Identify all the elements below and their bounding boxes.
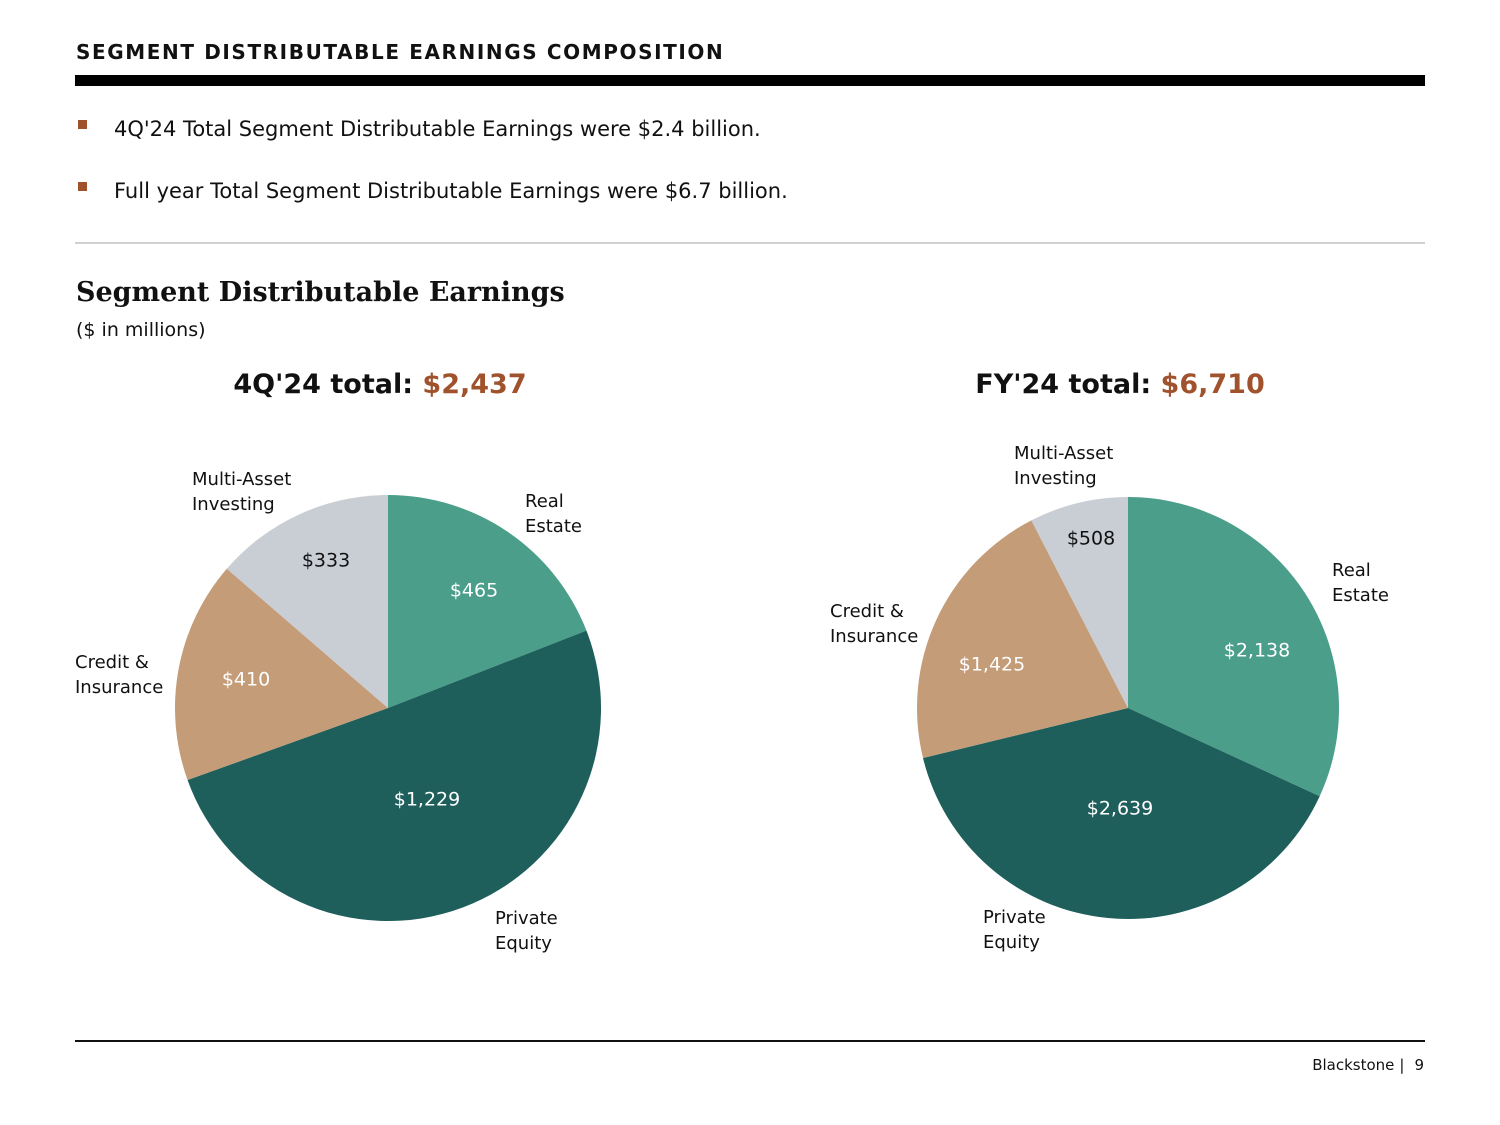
square-bullet-icon — [78, 182, 87, 191]
footer: Blackstone | 9 — [1312, 1056, 1424, 1074]
chart-fy-value-label-real-estate: $2,138 — [1224, 640, 1290, 662]
chart-4q-value-label-credit-insurance: $410 — [222, 669, 270, 691]
bullet-item: Full year Total Segment Distributable Ea… — [78, 177, 1418, 205]
chart-4q-total-value: $2,437 — [422, 369, 527, 400]
footer-divider — [75, 1040, 1425, 1042]
footer-separator: | — [1399, 1056, 1405, 1074]
chart-fy-value-label-private-equity: $2,639 — [1087, 798, 1153, 820]
chart-fy-slice-private-equity — [923, 708, 1320, 920]
page-header-title: SEGMENT DISTRIBUTABLE EARNINGS COMPOSITI… — [76, 40, 725, 64]
chart-4q-heading: 4Q'24 total: $2,437 — [233, 369, 526, 400]
footer-brand: Blackstone — [1312, 1056, 1395, 1074]
chart-fy-category-label-credit-insurance: Credit & Insurance — [830, 601, 918, 647]
square-bullet-icon — [78, 120, 87, 129]
chart-fy-slice-multi-asset — [1031, 497, 1128, 708]
chart-4q-slice-real-estate — [388, 495, 587, 708]
page-number: 9 — [1414, 1056, 1424, 1074]
bullet-item: 4Q'24 Total Segment Distributable Earnin… — [78, 115, 1418, 143]
chart-4q-category-label-private-equity: Private Equity — [495, 908, 558, 954]
section-subtitle: ($ in millions) — [76, 319, 206, 341]
chart-fy-heading: FY'24 total: $6,710 — [975, 369, 1264, 400]
chart-fy-category-label-real-estate: Real Estate — [1332, 560, 1389, 606]
chart-4q-slice-private-equity — [187, 630, 602, 922]
chart-fy-category-label-multi-asset: Multi-Asset Investing — [1014, 443, 1113, 489]
chart-4q-category-label-credit-insurance: Credit & Insurance — [75, 652, 163, 698]
bullet-text: 4Q'24 Total Segment Distributable Earnin… — [114, 117, 761, 141]
chart-4q-value-label-private-equity: $1,229 — [394, 789, 460, 811]
chart-4q-slice-credit-insurance — [175, 568, 388, 780]
chart-4q-slice-multi-asset — [226, 495, 388, 708]
chart-fy-category-label-private-equity: Private Equity — [983, 907, 1046, 953]
chart-fy-value-label-credit-insurance: $1,425 — [959, 654, 1025, 676]
chart-fy-slice-real-estate — [1128, 497, 1340, 797]
chart-4q-title-label: 4Q'24 total: — [233, 369, 414, 400]
section-title: Segment Distributable Earnings — [76, 277, 565, 308]
bullet-text: Full year Total Segment Distributable Ea… — [114, 179, 788, 203]
chart-4q-category-label-multi-asset: Multi-Asset Investing — [192, 469, 291, 515]
chart-4q-category-label-real-estate: Real Estate — [525, 491, 582, 537]
chart-fy-slice-credit-insurance — [917, 520, 1128, 758]
chart-fy-title-label: FY'24 total: — [975, 369, 1152, 400]
chart-fy-total-value: $6,710 — [1160, 369, 1265, 400]
summary-bullets: 4Q'24 Total Segment Distributable Earnin… — [78, 115, 1418, 239]
chart-4q-value-label-multi-asset: $333 — [302, 550, 350, 572]
chart-fy-value-label-multi-asset: $508 — [1067, 528, 1115, 550]
header-divider — [75, 75, 1425, 86]
section-divider — [75, 242, 1425, 244]
chart-4q-value-label-real-estate: $465 — [450, 580, 498, 602]
